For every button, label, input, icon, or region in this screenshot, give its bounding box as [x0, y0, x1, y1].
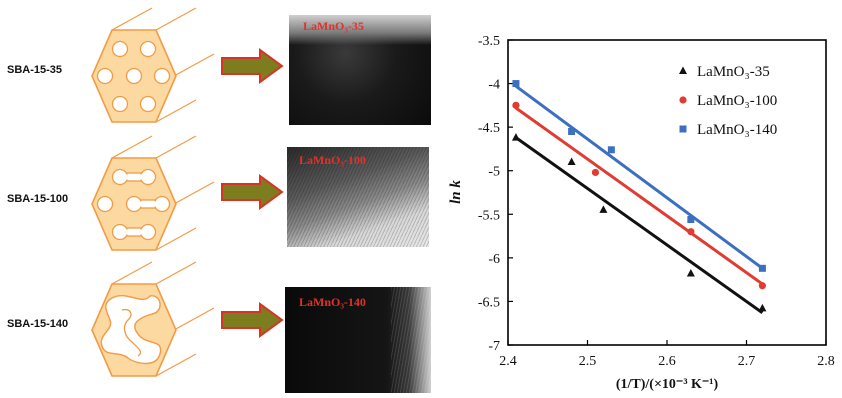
y-tick-label: -4.5: [478, 121, 500, 136]
data-point-series-1: [591, 168, 600, 177]
axis-ticks: [507, 39, 827, 346]
arrow-row-2: [221, 174, 284, 210]
data-point-series-1: [512, 101, 520, 109]
y-tick-label: -6.5: [478, 295, 500, 310]
row-label-sba-15-35: SBA-15-35: [7, 64, 63, 76]
micrograph-lamno3-140: LaMnO₃-140: [285, 287, 431, 393]
legend-marker-2: [679, 125, 687, 133]
y-tick-labels: -3.5 -4 -4.5 -5 -5.5 -6 -6.5 -7: [478, 34, 500, 354]
y-axis-label: ln k: [448, 180, 464, 204]
data-point-series-1: [758, 282, 766, 290]
data-points: [511, 80, 767, 312]
y-tick-label: -4: [488, 78, 500, 93]
x-tick-label: 2.7: [738, 354, 756, 369]
legend-marker-0: [679, 66, 687, 74]
arrhenius-chart: -3.5 -4 -4.5 -5 -5.5 -6 -6.5 -7 2.4 2.5 2.6 2.7 2.8…: [448, 34, 835, 392]
y-tick-label: -6: [488, 252, 500, 267]
fit-lines: [515, 84, 764, 314]
row-label-sba-15-100: SBA-15-100: [7, 193, 69, 205]
micrograph-label-140: LaMnO₃-140: [299, 295, 366, 309]
data-point-series-2: [512, 80, 520, 88]
row-label-sba-15-140: SBA-15-140: [7, 318, 69, 330]
data-point-series-0: [599, 205, 608, 213]
data-point-series-0: [511, 133, 520, 141]
fit-line-series-1: [515, 106, 764, 286]
y-tick-label: -5: [488, 165, 500, 180]
micrograph-lamno3-35: LaMnO₃-35: [289, 15, 431, 125]
plot-area: [507, 39, 827, 346]
fit-line-series-0: [515, 136, 764, 314]
data-point-series-0: [567, 157, 576, 165]
arrow-row-3: [221, 302, 284, 338]
data-point-series-2: [568, 128, 576, 135]
micrograph-lamno3-100: LaMnO₃-100: [287, 147, 429, 247]
data-point-series-0: [686, 269, 695, 277]
hexagon-sba-15-35: [91, 7, 215, 123]
y-tick-label: -7: [488, 339, 500, 354]
schematic-graphics: [91, 7, 284, 377]
x-tick-label: 2.6: [658, 354, 676, 369]
legend: LaMnO₃-35 LaMnO₃-100 LaMnO₃-140: [679, 64, 777, 138]
micrograph-label-100: LaMnO₃-100: [299, 153, 366, 167]
x-tick-label: 2.5: [579, 354, 597, 369]
hexagon-sba-15-140: [91, 261, 215, 377]
micrograph-label-35: LaMnO₃-35: [303, 19, 364, 33]
legend-label-2: LaMnO₃-140: [697, 122, 777, 138]
x-tick-labels: 2.4 2.5 2.6 2.7 2.8: [499, 354, 835, 369]
legend-label-0: LaMnO₃-35: [697, 64, 770, 80]
hexagon-sba-15-100: [91, 135, 215, 251]
x-tick-label: 2.4: [499, 354, 517, 369]
x-tick-label: 2.8: [817, 354, 835, 369]
arrow-row-1: [221, 48, 284, 84]
data-point-series-1: [687, 228, 695, 236]
data-point-series-2: [607, 146, 615, 154]
data-point-series-2: [687, 216, 695, 224]
y-tick-label: -3.5: [478, 34, 500, 49]
data-point-series-2: [758, 264, 766, 272]
data-point-series-0: [758, 303, 767, 312]
x-axis-label: (1/T)/(×10⁻³ K⁻¹): [616, 377, 719, 392]
legend-marker-1: [679, 96, 687, 104]
legend-label-1: LaMnO₃-100: [697, 93, 777, 109]
y-tick-label: -5.5: [478, 208, 500, 223]
fit-line-series-2: [515, 84, 764, 270]
